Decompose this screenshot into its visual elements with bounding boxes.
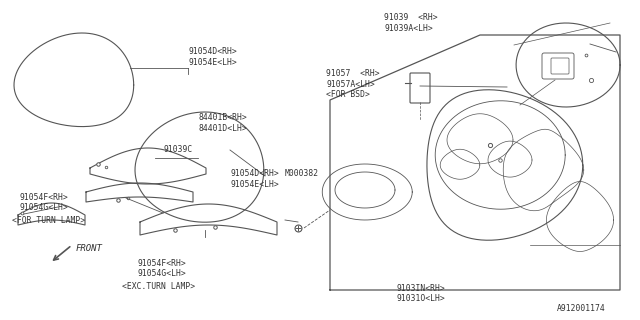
Text: <FOR BSD>: <FOR BSD> xyxy=(326,90,371,99)
Text: <FOR TURN LAMP>: <FOR TURN LAMP> xyxy=(12,216,84,225)
FancyBboxPatch shape xyxy=(542,53,574,79)
Text: A912001174: A912001174 xyxy=(557,304,605,313)
Text: FRONT: FRONT xyxy=(76,244,102,253)
Text: 91054D<RH>: 91054D<RH> xyxy=(230,169,279,178)
Text: 91057  <RH>: 91057 <RH> xyxy=(326,69,380,78)
Text: 84401D<LH>: 84401D<LH> xyxy=(198,124,247,133)
Text: 91054F<RH>: 91054F<RH> xyxy=(138,259,186,268)
Text: 91054F<RH>: 91054F<RH> xyxy=(19,193,68,202)
Text: 91057A<LH>: 91057A<LH> xyxy=(326,80,375,89)
FancyBboxPatch shape xyxy=(551,58,569,74)
Text: 91039C: 91039C xyxy=(163,145,193,154)
Text: 91031O<LH>: 91031O<LH> xyxy=(397,294,445,303)
Text: 9103IN<RH>: 9103IN<RH> xyxy=(397,284,445,293)
Text: 91054G<LH>: 91054G<LH> xyxy=(19,203,68,212)
Text: 91054E<LH>: 91054E<LH> xyxy=(189,58,237,67)
Text: <EXC.TURN LAMP>: <EXC.TURN LAMP> xyxy=(122,282,195,291)
Text: 91039A<LH>: 91039A<LH> xyxy=(384,24,433,33)
Text: 91039  <RH>: 91039 <RH> xyxy=(384,13,438,22)
Text: 91054E<LH>: 91054E<LH> xyxy=(230,180,279,189)
Text: 91054D<RH>: 91054D<RH> xyxy=(189,47,237,56)
Text: 91054G<LH>: 91054G<LH> xyxy=(138,269,186,278)
Text: 84401B<RH>: 84401B<RH> xyxy=(198,113,247,122)
Text: M000382: M000382 xyxy=(285,169,319,178)
FancyBboxPatch shape xyxy=(410,73,430,103)
